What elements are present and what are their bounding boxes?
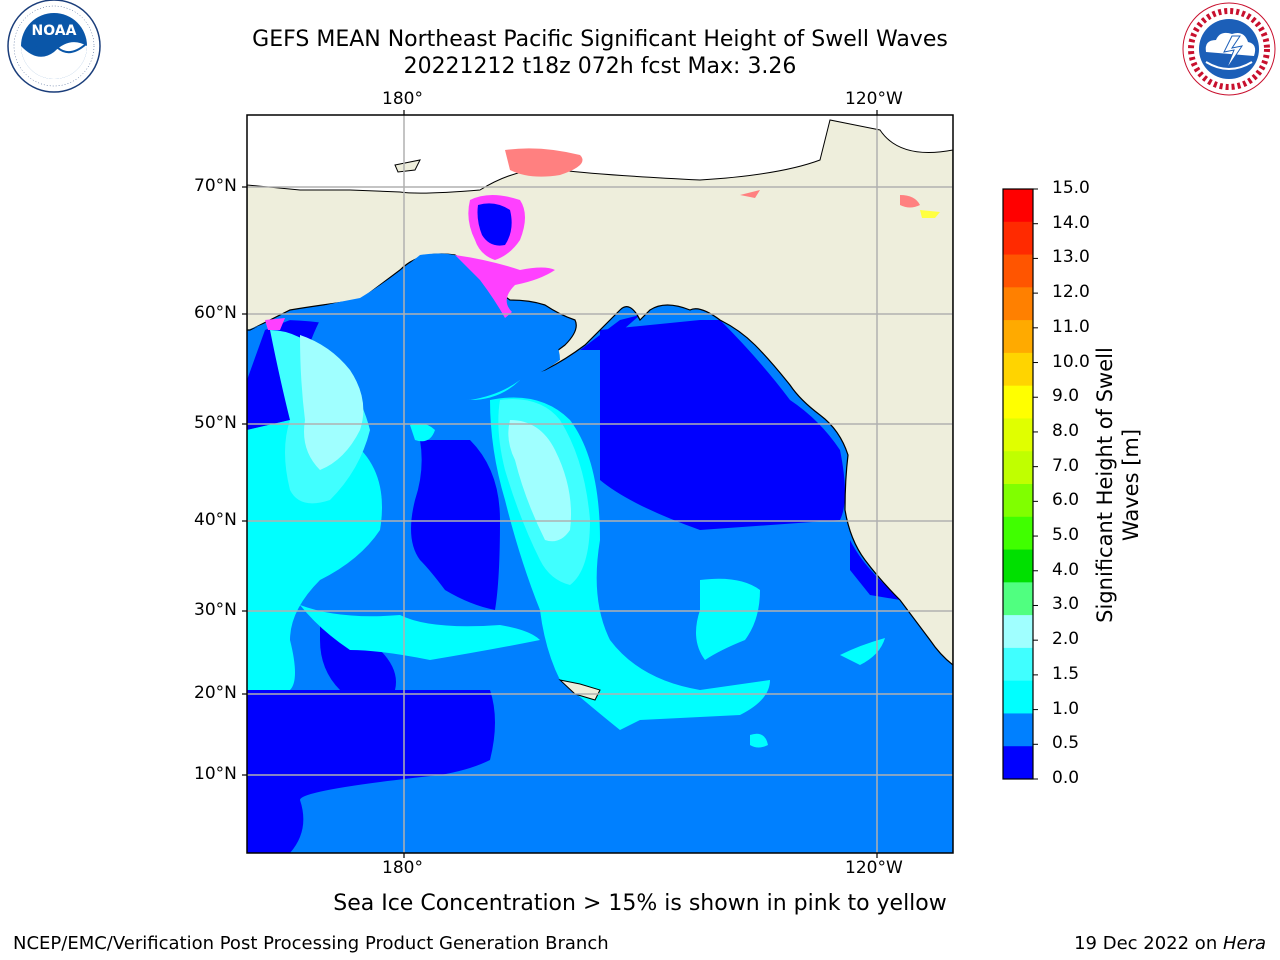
lat-label-10n: 10°N: [194, 764, 237, 784]
colorbar-tick-label: 3.0: [1052, 594, 1080, 615]
footer-host: Hera: [1222, 933, 1266, 954]
lat-label-60n: 60°N: [194, 303, 237, 323]
colorbar-tick-label: 2.0: [1052, 629, 1080, 650]
sea-ice-note: Sea Ice Concentration > 15% is shown in …: [333, 891, 947, 916]
colorbar-frame: [1002, 188, 1034, 780]
colorbar-tick-label: 5.0: [1052, 525, 1080, 546]
lat-label-20n: 20°N: [194, 683, 237, 703]
colorbar-segment: [1003, 615, 1033, 649]
chart-title: GEFS MEAN Northeast Pacific Significant …: [252, 27, 948, 52]
colorbar-segment: [1003, 484, 1033, 518]
footer-date-text: 19 Dec 2022 on: [1074, 933, 1223, 954]
colorbar-tick-label: 15.0: [1052, 178, 1090, 198]
lon-label-bottom-120w: 120°W: [845, 858, 903, 878]
lon-label-top-180: 180°: [382, 89, 423, 109]
colorbar-segment: [1003, 418, 1033, 452]
colorbar-tick-label: 10.0: [1052, 351, 1090, 372]
colorbar-tick-label: 0.5: [1052, 733, 1080, 754]
colorbar-segment: [1003, 221, 1033, 256]
colorbar-segment: [1003, 254, 1033, 288]
nws-logo: [1182, 2, 1276, 96]
sea-ice: [265, 148, 940, 330]
colorbar-axis-label: Significant Height of Swell Waves [m]: [1093, 347, 1143, 623]
colorbar-segment: [1003, 647, 1033, 682]
map-frame: [246, 114, 954, 854]
colorbar: [1002, 188, 1038, 780]
footer-credit: NCEP/EMC/Verification Post Processing Pr…: [13, 933, 609, 954]
lon-label-top-120w: 120°W: [845, 89, 903, 109]
lat-label-30n: 30°N: [194, 600, 237, 620]
colorbar-tick-label: 4.0: [1052, 559, 1080, 580]
colorbar-tick-label: 14.0: [1052, 212, 1090, 233]
colorbar-tick-label: 0.0: [1052, 768, 1080, 788]
footer-date: 19 Dec 2022 on Hera: [1074, 933, 1266, 954]
colorbar-segment: [1003, 713, 1033, 747]
map-grid: [247, 115, 953, 853]
lat-label-40n: 40°N: [194, 510, 237, 530]
colorbar-segment: [1003, 746, 1033, 780]
colorbar-segment: [1003, 516, 1033, 551]
chart-subtitle: 20221212 t18z 072h fcst Max: 3.26: [403, 54, 797, 79]
colorbar-segment: [1003, 320, 1033, 354]
islands: [394, 159, 601, 701]
colorbar-tick-label: 1.5: [1052, 663, 1080, 684]
colorbar-segment: [1003, 582, 1033, 616]
colorbar-segment: [1003, 189, 1033, 223]
colorbar-tick-label: 1.0: [1052, 698, 1080, 719]
colorbar-tick-label: 13.0: [1052, 247, 1090, 268]
colorbar-tick-label: 8.0: [1052, 420, 1080, 441]
colorbar-segment: [1003, 385, 1033, 419]
noaa-logo-text: NOAA: [32, 23, 77, 39]
swell-3-0-regions: [300, 335, 571, 542]
low-swell-regions: [247, 315, 900, 853]
noaa-logo: NOAA: [7, 0, 101, 93]
colorbar-tick-label: 12.0: [1052, 282, 1090, 303]
colorbar-segment: [1003, 287, 1033, 321]
map-area: [247, 115, 953, 853]
map-ticks: [242, 110, 878, 858]
arctic-no-data: [247, 115, 953, 194]
lon-label-bottom-180: 180°: [382, 858, 423, 878]
colorbar-tick-label: 6.0: [1052, 490, 1080, 511]
lat-label-50n: 50°N: [194, 413, 237, 433]
lat-label-70n: 70°N: [194, 176, 237, 196]
colorbar-segment: [1003, 352, 1033, 387]
colorbar-tick-label: 9.0: [1052, 386, 1080, 407]
colorbar-segment: [1003, 680, 1033, 714]
colorbar-segment: [1003, 549, 1033, 583]
colorbar-segment: [1003, 451, 1033, 485]
colorbar-tick-label: 11.0: [1052, 316, 1090, 337]
colorbar-tick-label: 7.0: [1052, 455, 1080, 476]
